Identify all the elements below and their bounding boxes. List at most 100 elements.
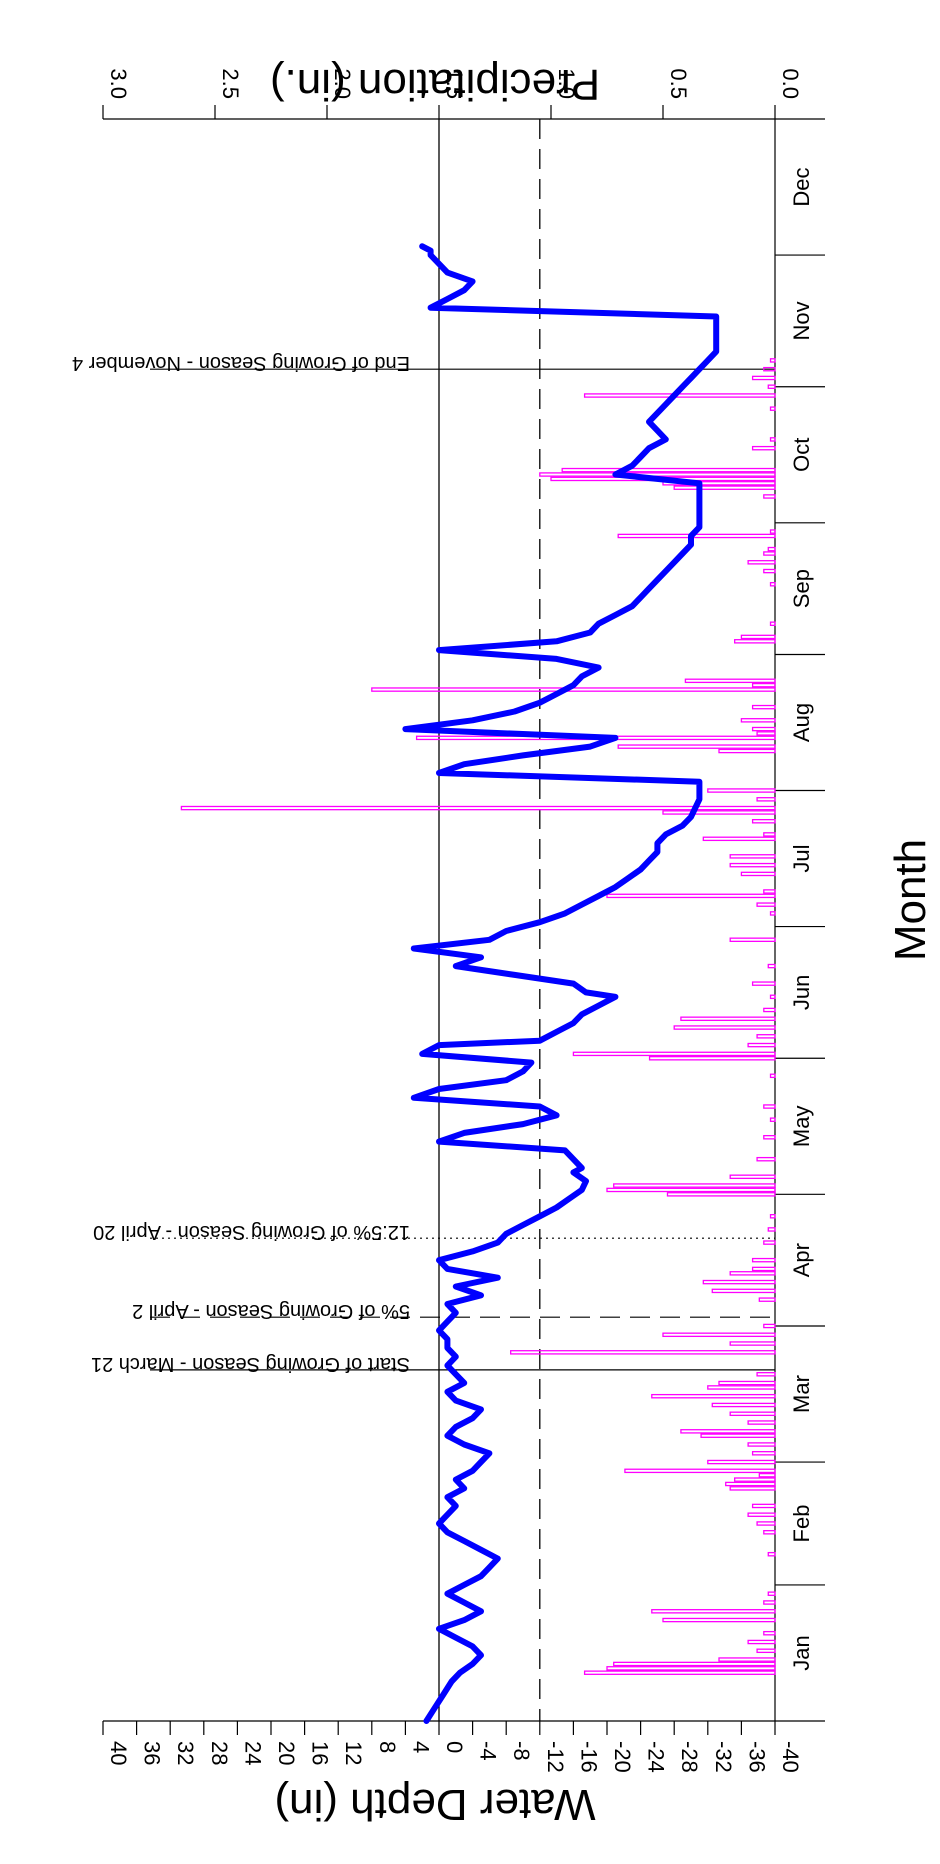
precipitation-bar: [756, 902, 776, 907]
precipitation-bar: [763, 1104, 776, 1109]
precipitation-bar: [740, 718, 776, 723]
water-depth-tick-label: -20: [610, 1741, 635, 1773]
precipitation-bar: [769, 911, 776, 916]
month-label: Aug: [789, 703, 814, 742]
water-depth-tick-label: 0: [442, 1741, 467, 1753]
water-depth-tick-label: -12: [543, 1741, 568, 1773]
precipitation-bar: [763, 1007, 776, 1013]
precipitation-bar: [767, 546, 776, 552]
precipitation-bar: [751, 1451, 776, 1456]
precipitation-axis-label: Precipitation (in.): [270, 60, 600, 109]
precipitation-bar: [606, 1666, 776, 1671]
precipitation-bar: [769, 529, 776, 534]
precipitation-tick-label: 3.0: [106, 68, 131, 99]
precipitation-bar: [751, 682, 776, 688]
precipitation-bar: [747, 1442, 776, 1447]
water-depth-tick-label: 20: [274, 1741, 299, 1765]
precipitation-bar: [769, 437, 776, 442]
water-depth-tick-label: 4: [408, 1741, 433, 1753]
precipitation-bar: [729, 1174, 776, 1180]
water-depth-tick-label: 40: [106, 1741, 131, 1765]
precipitation-bar: [729, 1486, 776, 1491]
precipitation-bar: [756, 1521, 776, 1526]
precipitation-bar: [769, 1214, 776, 1219]
precipitation-bar: [763, 568, 776, 574]
precipitation-bar: [769, 406, 776, 411]
precipitation-bar: [767, 1591, 776, 1596]
precipitation-bar: [751, 818, 776, 824]
water-depth-tick-label: 8: [375, 1741, 400, 1753]
month-label: Oct: [789, 438, 814, 472]
month-label: Jan: [789, 1635, 814, 1670]
precipitation-bar: [606, 893, 776, 899]
precipitation-bar: [673, 485, 776, 490]
precipitation-bar: [763, 1323, 776, 1329]
precipitation-tick-label: 0.0: [778, 68, 803, 99]
precipitation-bar: [740, 871, 776, 877]
precipitation-bar: [707, 1459, 776, 1465]
precipitation-tick-label: 1.5: [442, 68, 467, 99]
growing-season-annotations: Start of Growing Season - March 21 5% of …: [72, 352, 775, 1375]
precipitation-bar: [763, 366, 776, 372]
precipitation-bar: [583, 393, 776, 398]
precipitation-tick-label: 2.5: [218, 68, 243, 99]
annotation-label: End of Growing Season - November 4: [72, 352, 410, 374]
water-depth-tick-label: 24: [240, 1741, 265, 1765]
water-depth-tick-label: 36: [140, 1741, 165, 1765]
precipitation-bar: [572, 1051, 776, 1057]
precipitation-bar: [763, 889, 776, 894]
precipitation-bar: [702, 836, 776, 842]
precipitation-bar: [718, 1657, 776, 1662]
water-depth-tick-label: -16: [576, 1741, 601, 1773]
precipitation-bar: [769, 581, 776, 587]
precipitation-tick-label: 1.0: [554, 68, 579, 99]
water-depth-tick-label: -8: [509, 1741, 534, 1761]
precipitation-tick-label: 0.5: [666, 68, 691, 99]
water-depth-tick-label: -28: [677, 1741, 702, 1773]
precipitation-bar: [751, 981, 776, 986]
precipitation-bar: [613, 1183, 776, 1188]
precipitation-bar: [707, 788, 776, 793]
month-axis: Jan Feb Mar Apr May Jun Jul Aug Sep Oct Nov Dec Mon…: [774, 118, 935, 1722]
precipitation-bar: [758, 1472, 776, 1478]
precipitation-bar: [684, 678, 776, 684]
month-label: Dec: [789, 167, 814, 206]
precipitation-bar: [606, 1187, 776, 1193]
precipitation-bar: [763, 1135, 776, 1140]
precipitation-bar: [662, 481, 776, 486]
precipitation-bar: [747, 1420, 776, 1425]
precipitation-bar: [700, 1433, 776, 1438]
precipitation-bar: [769, 994, 776, 1000]
precipitation-bar: [662, 1332, 776, 1338]
precipitation-bar: [767, 1551, 776, 1557]
precipitation-bar: [756, 1372, 776, 1377]
precipitation-bars: [180, 358, 776, 1675]
reference-lines: [438, 119, 541, 1721]
precipitation-bar: [539, 472, 776, 477]
precipitation-bar: [751, 375, 776, 381]
precipitation-bar: [734, 1477, 776, 1482]
precipitation-bar: [763, 1240, 776, 1245]
precipitation-axis: 0.0 0.5 1.0 1.5 2.0 2.5 3.0 Precipitation (in.…: [102, 60, 803, 120]
precipitation-bar: [729, 854, 776, 859]
precipitation-bar: [651, 1609, 776, 1614]
precipitation-bar: [680, 1016, 776, 1022]
water-depth-tick-label: 16: [308, 1741, 333, 1765]
precipitation-bar: [751, 445, 776, 451]
water-depth-tick-label: 32: [173, 1741, 198, 1765]
precipitation-ticks: 0.0 0.5 1.0 1.5 2.0 2.5 3.0: [102, 68, 803, 119]
precipitation-bar: [180, 805, 776, 811]
precipitation-bar: [763, 1600, 776, 1605]
precipitation-tick-label: 2.0: [330, 68, 355, 99]
precipitation-bar: [756, 797, 776, 802]
water-depth-line: [402, 243, 720, 1724]
precipitation-bar: [729, 1271, 776, 1276]
precipitation-bar: [718, 748, 776, 754]
precipitation-bar: [561, 467, 776, 473]
water-depth-tick-label: -32: [711, 1741, 736, 1773]
precipitation-bar: [769, 1117, 776, 1122]
water-depth-ticks: 40 36 32 28 24 20 16 12 8 4 0 -4 -8 -12 -16 -20 -24 -28 -3…: [102, 1721, 803, 1773]
month-label: Sep: [789, 569, 814, 608]
precipitation-bar: [662, 1617, 776, 1623]
precipitation-bar: [583, 1670, 776, 1675]
